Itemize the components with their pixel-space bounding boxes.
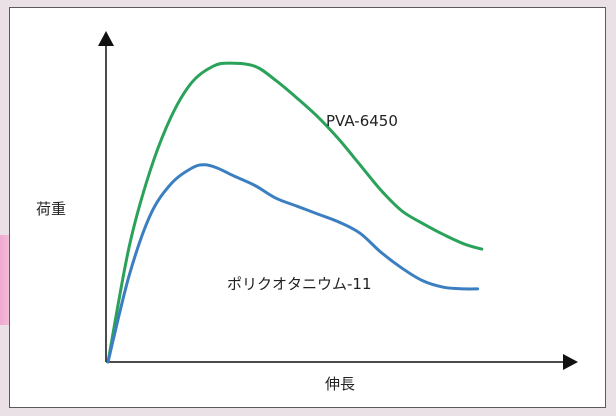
axes (98, 31, 578, 370)
chart-frame (9, 7, 606, 408)
series-label-pva: PVA-6450 (326, 112, 398, 130)
series-line-0 (106, 61, 484, 364)
x-axis-label: 伸長 (325, 375, 355, 393)
y-axis-label: 荷重 (36, 200, 66, 218)
y-axis-arrow-icon (98, 31, 114, 46)
series-line-1 (106, 163, 480, 364)
series-layer (106, 61, 484, 364)
series-label-polyquaternium: ポリクオタニウム-11 (227, 275, 372, 293)
x-axis-arrow-icon (563, 354, 578, 370)
